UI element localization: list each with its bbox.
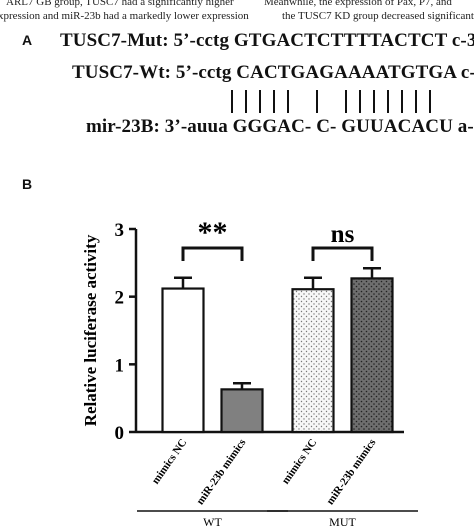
bar	[220, 388, 264, 434]
x-category-label: miR-23b mimics	[324, 436, 379, 507]
y-tick-label: 1	[115, 355, 125, 376]
bar	[350, 277, 394, 434]
x-category-label: miR-23b mimics	[194, 436, 249, 507]
tusc7-mut-sequence: TUSC7-Mut: 5’-cctg GTGACTCTTTTACTCT c-3’	[60, 30, 474, 51]
y-tick-label: 3	[115, 220, 125, 241]
x-category-label: mimics NC	[150, 437, 190, 487]
group-label: WT	[203, 515, 222, 529]
y-tick-label: 0	[115, 423, 125, 444]
bar	[291, 288, 335, 434]
header-right-line2: the TUSC7 KD group decreased significant	[282, 10, 474, 22]
panel-a-label: A	[22, 32, 33, 48]
y-axis-label: Relative luciferase activity	[81, 234, 100, 426]
panel-b-label: B	[22, 176, 33, 192]
significance-bracket	[181, 246, 244, 261]
significance-label: **	[198, 216, 228, 249]
header-left-line1: ARL7 GB group, TUSC7 had a significantly…	[6, 0, 234, 8]
mir-23b-sequence: mir-23B: 3’-auua GGGAC- C- GUUACACU a-5’	[86, 116, 474, 137]
x-category-label: mimics NC	[280, 437, 320, 487]
y-tick-label: 2	[115, 288, 125, 309]
significance-bracket	[311, 246, 374, 261]
bar	[161, 287, 205, 434]
base-pairing-lines	[231, 90, 431, 113]
header-left-line2: xpression and miR-23b had a markedly low…	[0, 10, 249, 22]
group-label: MUT	[329, 515, 356, 529]
significance-label: ns	[331, 221, 355, 248]
header-right-line1: Meanwhile, the expression of Pax, P7, an…	[264, 0, 452, 8]
tusc7-wt-sequence: TUSC7-Wt: 5’-cctg CACTGAGAAAATGTGA c-3’	[72, 62, 474, 83]
